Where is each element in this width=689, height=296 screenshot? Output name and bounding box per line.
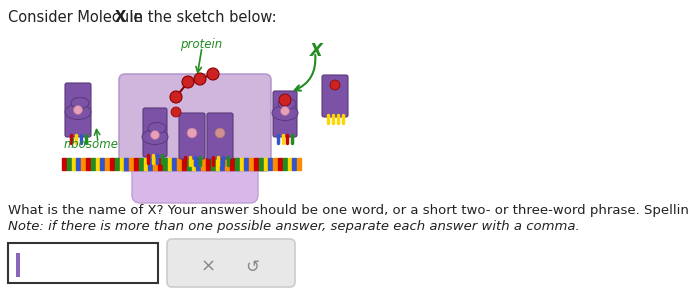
Bar [177, 158, 181, 170]
Bar [8, 243, 158, 283]
Bar [245, 158, 248, 170]
FancyBboxPatch shape [322, 75, 348, 117]
Ellipse shape [272, 105, 298, 120]
Bar [91, 158, 94, 170]
Text: X: X [115, 10, 126, 25]
Bar [182, 158, 186, 170]
Bar [230, 158, 234, 170]
Bar [201, 158, 205, 170]
Ellipse shape [148, 123, 166, 133]
FancyBboxPatch shape [273, 91, 297, 137]
Ellipse shape [71, 97, 89, 109]
Circle shape [170, 91, 182, 103]
Text: ribosome: ribosome [64, 138, 119, 151]
Text: Note: if there is more than one possible answer, separate each answer with a com: Note: if there is more than one possible… [8, 220, 579, 233]
Bar [76, 158, 81, 170]
Bar [297, 158, 301, 170]
FancyBboxPatch shape [207, 113, 233, 159]
Bar [192, 158, 196, 170]
Text: Consider Molecule: Consider Molecule [8, 10, 147, 25]
Bar [216, 158, 220, 170]
Bar [264, 158, 267, 170]
Bar [148, 158, 152, 170]
Bar [249, 158, 253, 170]
Bar [225, 158, 229, 170]
Circle shape [150, 131, 159, 139]
Text: What is the name of X? Your answer should be one word, or a short two- or three-: What is the name of X? Your answer shoul… [8, 204, 689, 217]
Text: X: X [310, 42, 323, 60]
Bar [134, 158, 138, 170]
Bar [158, 158, 162, 170]
Bar [143, 158, 147, 170]
Bar [235, 158, 238, 170]
Bar [67, 158, 71, 170]
FancyBboxPatch shape [143, 108, 167, 157]
Bar [274, 158, 277, 170]
Bar [196, 158, 200, 170]
Circle shape [207, 68, 219, 80]
Circle shape [187, 128, 197, 138]
Bar [287, 158, 291, 170]
Bar [86, 158, 90, 170]
Ellipse shape [278, 99, 296, 110]
Circle shape [330, 80, 340, 90]
Bar [211, 158, 215, 170]
Circle shape [182, 76, 194, 88]
FancyBboxPatch shape [65, 83, 91, 137]
Bar [16, 253, 19, 277]
Text: ×: × [200, 258, 216, 276]
Bar [110, 158, 114, 170]
Text: protein: protein [180, 38, 223, 51]
FancyBboxPatch shape [167, 239, 295, 287]
Bar [167, 158, 172, 170]
Bar [138, 158, 143, 170]
Bar [130, 158, 133, 170]
Bar [259, 158, 263, 170]
Bar [163, 158, 167, 170]
Bar [269, 158, 272, 170]
Ellipse shape [142, 130, 168, 144]
Bar [96, 158, 99, 170]
Bar [81, 158, 85, 170]
Circle shape [74, 105, 83, 115]
Bar [282, 158, 287, 170]
Bar [172, 158, 176, 170]
Bar [115, 158, 119, 170]
Bar [292, 158, 296, 170]
Circle shape [280, 107, 289, 115]
Bar [240, 158, 243, 170]
Bar [125, 158, 128, 170]
Bar [153, 158, 157, 170]
Bar [254, 158, 258, 170]
Circle shape [194, 73, 206, 85]
Bar [220, 158, 225, 170]
Bar [278, 158, 282, 170]
FancyBboxPatch shape [119, 74, 271, 171]
Bar [187, 158, 191, 170]
Bar [206, 158, 210, 170]
Circle shape [215, 128, 225, 138]
Bar [101, 158, 104, 170]
Circle shape [279, 94, 291, 106]
Circle shape [171, 107, 181, 117]
FancyBboxPatch shape [132, 165, 258, 203]
FancyBboxPatch shape [179, 113, 205, 159]
Text: in the sketch below:: in the sketch below: [125, 10, 276, 25]
Bar [72, 158, 76, 170]
Bar [105, 158, 109, 170]
Bar [120, 158, 123, 170]
Bar [62, 158, 66, 170]
Text: ↺: ↺ [245, 258, 259, 276]
Ellipse shape [65, 104, 91, 120]
